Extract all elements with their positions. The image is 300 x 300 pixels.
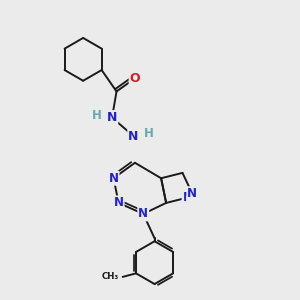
Text: H: H	[143, 127, 153, 140]
Text: N: N	[183, 191, 193, 204]
Text: N: N	[138, 207, 148, 220]
Text: O: O	[130, 72, 140, 85]
Text: H: H	[92, 109, 102, 122]
Text: N: N	[187, 187, 197, 200]
Text: N: N	[107, 111, 117, 124]
Text: CH₃: CH₃	[102, 272, 119, 281]
Text: N: N	[128, 130, 139, 142]
Text: N: N	[114, 196, 124, 209]
Text: N: N	[109, 172, 118, 185]
